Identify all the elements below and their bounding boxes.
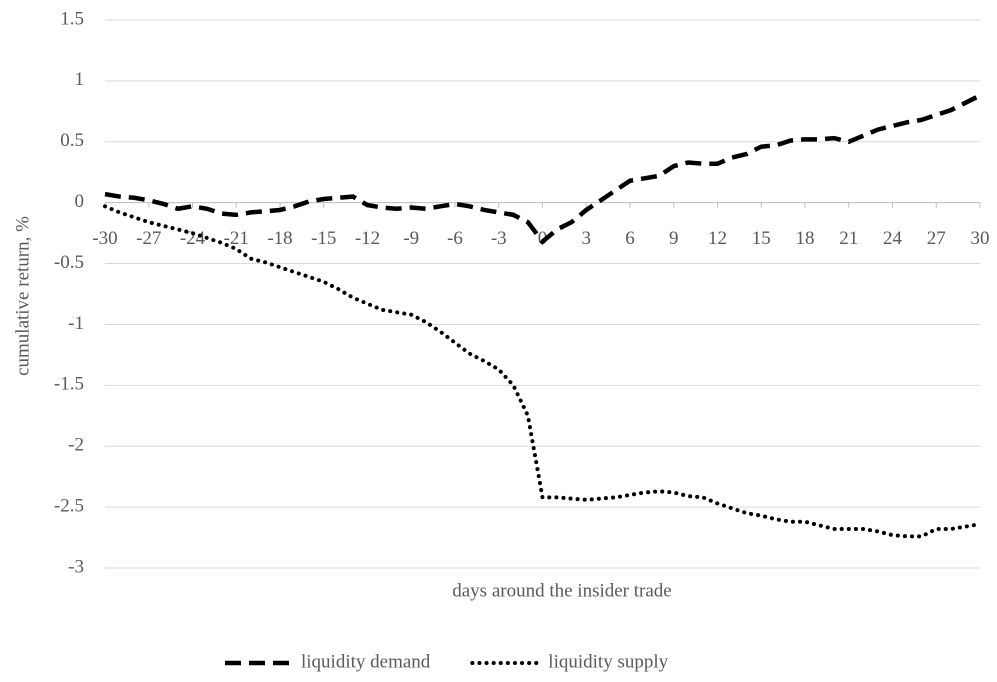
y-axis-label: cumulative return, % <box>12 216 33 376</box>
x-tick-label: 12 <box>708 228 727 249</box>
x-tick-label: 27 <box>927 228 946 249</box>
y-tick-label: 1 <box>75 69 85 90</box>
y-tick-label: 0 <box>75 191 85 212</box>
x-tick-label: 9 <box>669 228 679 249</box>
y-tick-label: -2 <box>68 435 84 456</box>
x-tick-label: 24 <box>883 228 903 249</box>
data-line <box>103 204 982 539</box>
x-tick-label: -9 <box>403 228 419 249</box>
y-tick-label: -2.5 <box>54 495 84 516</box>
x-tick-label: 15 <box>752 228 771 249</box>
y-tick-label: -3 <box>68 556 84 577</box>
x-tick-label: -27 <box>136 228 161 249</box>
y-tick-label: -0.5 <box>54 252 84 273</box>
legend-label: liquidity demand <box>301 651 431 672</box>
y-tick-label: 0.5 <box>60 130 84 151</box>
x-tick-label: -24 <box>180 228 206 249</box>
x-axis-label: days around the insider trade <box>452 580 671 601</box>
data-line <box>104 93 982 245</box>
x-tick-label: -3 <box>491 228 507 249</box>
x-tick-label: 0 <box>538 228 548 249</box>
x-tick-label: -15 <box>311 228 336 249</box>
x-tick-label: 30 <box>971 228 990 249</box>
x-tick-label: 6 <box>625 228 635 249</box>
x-tick-label: 18 <box>796 228 815 249</box>
x-tick-label: -21 <box>224 228 249 249</box>
x-tick-label: -12 <box>355 228 380 249</box>
x-tick-label: -30 <box>92 228 117 249</box>
y-tick-label: -1.5 <box>54 374 84 395</box>
legend-label: liquidity supply <box>548 651 668 672</box>
y-tick-label: 1.5 <box>60 8 84 29</box>
x-tick-label: 3 <box>582 228 592 249</box>
x-tick-label: -6 <box>447 228 463 249</box>
x-tick-label: -18 <box>267 228 292 249</box>
y-tick-label: -1 <box>68 313 84 334</box>
x-tick-label: 21 <box>839 228 858 249</box>
